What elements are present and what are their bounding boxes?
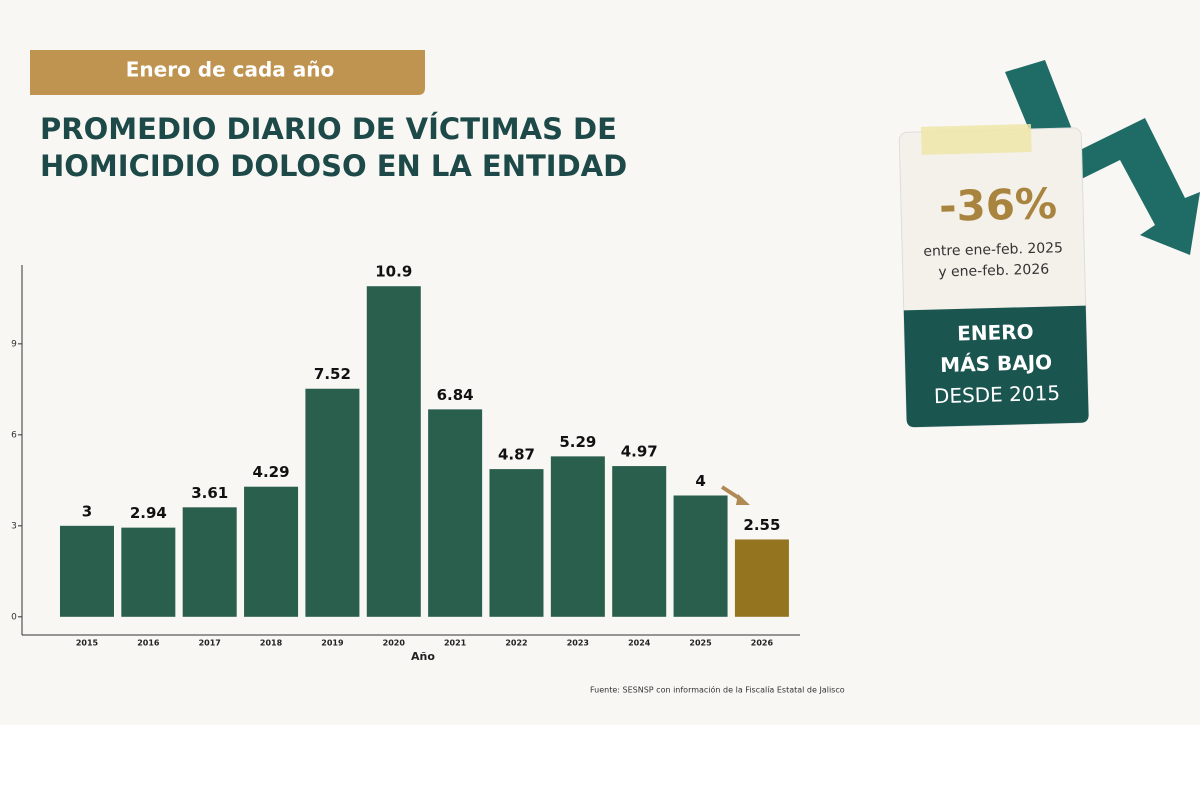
- source: Fuente: SESNSP con información de la Fis…: [590, 685, 845, 695]
- bar: [59, 525, 114, 617]
- x-tick-label: 2015: [76, 639, 99, 648]
- value-label: 3.61: [191, 484, 228, 502]
- x-tick-label: 2022: [505, 639, 527, 648]
- x-tick-label: 2026: [751, 639, 774, 648]
- bar: [121, 527, 176, 617]
- value-label: 7.52: [314, 365, 351, 383]
- y-tick-label: 3: [11, 521, 17, 531]
- value-label: 6.84: [437, 386, 474, 404]
- x-axis-label: Año: [411, 650, 435, 663]
- value-label: 5.29: [559, 433, 596, 451]
- bar: [612, 466, 667, 617]
- bar: [182, 507, 237, 617]
- x-tick-label: 2017: [199, 639, 221, 648]
- callout-text: y ene-feb. 2026: [938, 262, 1049, 281]
- title: HOMICIDIO DOLOSO EN LA ENTIDAD: [40, 149, 627, 183]
- bar: [734, 539, 789, 617]
- value-label: 4.97: [621, 443, 658, 461]
- callout-text: entre ene-feb. 2025: [923, 240, 1063, 260]
- bar: [244, 486, 299, 617]
- change: -36%: [938, 179, 1057, 231]
- x-tick-label: 2024: [628, 639, 651, 648]
- tape: [920, 124, 1032, 155]
- y-tick-label: 9: [11, 339, 17, 349]
- badge: [903, 305, 1089, 428]
- value-label: 10.9: [375, 263, 412, 281]
- tag-box: [30, 50, 425, 95]
- badge-text: ENERO: [957, 320, 1034, 346]
- callout-card: -36% entre ene-feb. 2025 y ene-feb. 2026…: [898, 124, 1090, 428]
- tag: Enero de cada año: [126, 58, 334, 82]
- x-tick-label: 2020: [383, 639, 406, 648]
- badge-text: MÁS BAJO: [940, 350, 1053, 377]
- value-label: 4.29: [253, 463, 290, 481]
- bar: [550, 456, 605, 617]
- y-tick-label: 0: [11, 612, 17, 622]
- badge-text: DESDE 2015: [934, 381, 1061, 408]
- value-label: 3: [82, 502, 92, 520]
- value-label: 4.87: [498, 446, 535, 464]
- title: PROMEDIO DIARIO DE VÍCTIMAS DE: [40, 112, 617, 146]
- x-tick-label: 2025: [689, 639, 712, 648]
- x-tick-label: 2023: [567, 639, 589, 648]
- bar: [366, 286, 421, 617]
- bar: [489, 469, 544, 617]
- value-label: 4: [695, 472, 705, 490]
- small-arrow-head: [736, 494, 750, 505]
- bar: [428, 409, 483, 617]
- y-tick-label: 6: [11, 430, 17, 440]
- value-label: 2.94: [130, 504, 167, 522]
- x-tick-label: 2019: [321, 639, 344, 648]
- bar: [305, 388, 360, 617]
- x-tick-label: 2016: [137, 639, 160, 648]
- x-tick-label: 2018: [260, 639, 283, 648]
- bar: [673, 495, 728, 617]
- arrow-decoration: [1005, 60, 1200, 255]
- x-tick-label: 2021: [444, 639, 467, 648]
- value-label: 2.55: [743, 516, 780, 534]
